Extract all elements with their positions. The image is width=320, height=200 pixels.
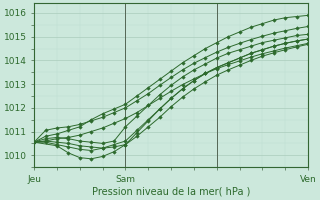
X-axis label: Pression niveau de la mer( hPa ): Pression niveau de la mer( hPa ) [92,187,250,197]
